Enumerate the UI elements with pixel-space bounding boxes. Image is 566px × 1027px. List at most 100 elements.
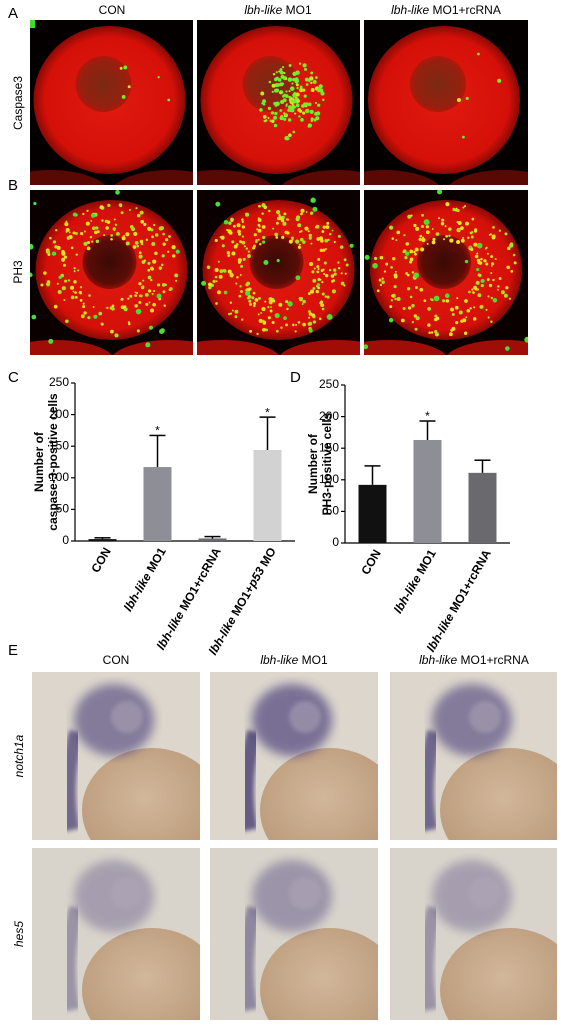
dot	[301, 104, 305, 108]
dot	[319, 236, 324, 241]
dot	[275, 329, 279, 333]
dot	[304, 226, 307, 230]
dot	[470, 235, 474, 239]
dot	[373, 256, 378, 261]
dot	[472, 291, 475, 294]
row-label: notch1a	[12, 734, 26, 777]
dot	[219, 269, 224, 274]
dot	[312, 278, 317, 283]
dot	[402, 250, 405, 254]
dot	[413, 223, 417, 228]
dot	[390, 299, 394, 302]
dot	[322, 248, 326, 252]
dot	[87, 241, 91, 245]
column-header: lbh-like MO1	[244, 3, 312, 17]
y-tick-label: 250	[319, 377, 339, 391]
dot	[151, 242, 156, 246]
dot	[217, 260, 220, 263]
dot	[239, 240, 243, 244]
dot	[295, 323, 298, 326]
dot	[293, 106, 297, 109]
dot	[471, 288, 474, 291]
dot	[444, 293, 450, 299]
dot	[154, 251, 158, 256]
dot	[227, 254, 231, 257]
dot	[30, 272, 33, 278]
dot	[147, 275, 152, 280]
dot	[308, 316, 311, 319]
dot	[295, 92, 300, 97]
stain	[469, 701, 501, 733]
dot	[456, 297, 459, 300]
dot	[114, 223, 118, 227]
dot	[237, 260, 241, 264]
dot	[326, 221, 330, 225]
dot	[407, 306, 412, 310]
dot	[85, 221, 90, 226]
tissue	[364, 170, 439, 185]
dot	[151, 235, 154, 238]
dot	[65, 220, 68, 223]
dot	[308, 233, 312, 238]
dot	[136, 291, 139, 294]
dot	[284, 94, 289, 98]
dot	[420, 247, 425, 252]
dot	[53, 304, 58, 309]
dot	[490, 255, 494, 259]
dot	[319, 278, 322, 281]
dot	[111, 304, 115, 308]
dot	[462, 318, 467, 323]
dot	[442, 299, 446, 303]
dot	[455, 321, 459, 325]
dot	[280, 99, 285, 105]
dot	[287, 301, 293, 307]
dot	[142, 279, 145, 282]
dot	[302, 299, 306, 304]
dot	[123, 234, 126, 237]
dot	[265, 119, 268, 122]
dot	[138, 282, 142, 286]
dot	[79, 286, 83, 289]
dot	[175, 249, 180, 254]
panel-label: E	[8, 642, 18, 659]
dot	[305, 108, 310, 114]
stain	[418, 905, 443, 1012]
dot	[437, 190, 443, 195]
dot	[61, 286, 66, 291]
dot	[513, 261, 517, 265]
micrographs	[30, 20, 557, 1020]
dot	[222, 269, 226, 273]
dot	[262, 103, 266, 106]
dot	[271, 90, 274, 93]
dot	[288, 90, 291, 93]
tissue	[113, 340, 193, 355]
dot	[438, 217, 441, 220]
dot	[254, 240, 258, 244]
dot	[83, 311, 87, 315]
dot	[238, 294, 242, 298]
dot	[80, 314, 85, 319]
micrograph	[30, 20, 193, 185]
dot	[462, 135, 465, 139]
dot	[429, 298, 433, 301]
dot	[466, 308, 471, 313]
dot	[451, 313, 455, 316]
dot	[309, 262, 314, 267]
dot	[476, 288, 480, 291]
dot	[485, 308, 488, 311]
dot	[258, 296, 261, 300]
dot	[214, 238, 218, 243]
dot	[112, 227, 116, 231]
x-tick-label: lbh-like MO1	[121, 545, 169, 614]
dot	[234, 309, 239, 314]
dot	[456, 220, 459, 224]
dot	[307, 125, 311, 128]
dot	[402, 306, 406, 311]
dot	[312, 80, 317, 84]
dot	[383, 270, 387, 273]
dot	[469, 307, 472, 310]
dot	[86, 209, 89, 213]
dot	[411, 320, 414, 324]
dot	[153, 289, 156, 293]
dot	[474, 287, 478, 291]
